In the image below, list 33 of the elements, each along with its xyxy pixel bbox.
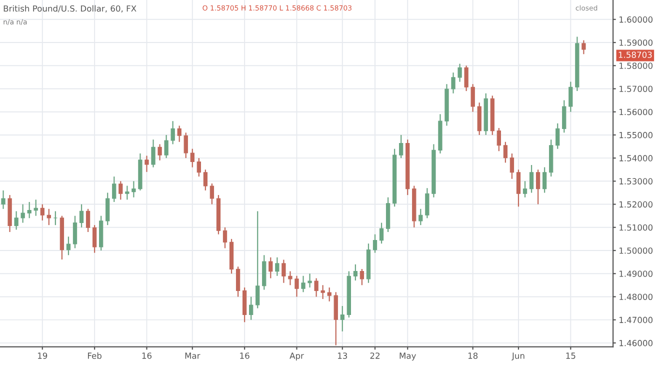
y-tick-label: 1.49000 <box>620 270 653 277</box>
y-tick-label: 1.53000 <box>620 178 653 184</box>
y-tick-label: 1.48000 <box>620 294 653 300</box>
y-tick-label: 1.57000 <box>620 86 653 92</box>
x-tick-label: 18 <box>468 352 478 359</box>
y-tick-label: 1.56000 <box>620 108 653 116</box>
x-tick-label: Mar <box>185 352 200 359</box>
text: British Pound/U.S. Dollar, 60, FX <box>4 5 136 13</box>
y-tick-label: 1.59000 <box>620 40 653 46</box>
x-tick-label: 13 <box>338 352 348 359</box>
candlestick <box>320 284 325 300</box>
x-tick-label: 16 <box>142 352 152 359</box>
text: 1.58703 <box>618 52 652 58</box>
y-tick-label: 1.60000 <box>620 16 653 23</box>
y-tick-label: 1.54000 <box>620 155 653 162</box>
y-tick-label: 1.47000 <box>620 316 653 324</box>
x-tick-label: May <box>400 352 416 360</box>
candlestick <box>27 201 32 219</box>
y-tick-label: 1.52000 <box>620 201 653 208</box>
x-tick-label: 19 <box>38 352 48 359</box>
candlestick <box>327 286 332 302</box>
x-tick-label: Apr <box>290 352 304 360</box>
x-tick-label: Jun <box>512 352 524 360</box>
x-tick-label: Feb <box>88 352 102 359</box>
y-tick-label: 1.58000 <box>620 62 653 69</box>
x-tick-label: 22 <box>370 352 380 359</box>
y-tick-label: 1.55000 <box>620 132 653 138</box>
y-tick-label: 1.46000 <box>620 340 653 346</box>
candlestick <box>125 185 130 200</box>
x-tick-label: 15 <box>566 352 576 359</box>
y-tick-label: 1.51000 <box>620 224 653 231</box>
y-tick-label: 1.50000 <box>620 247 653 254</box>
x-tick-label: 16 <box>240 352 250 359</box>
